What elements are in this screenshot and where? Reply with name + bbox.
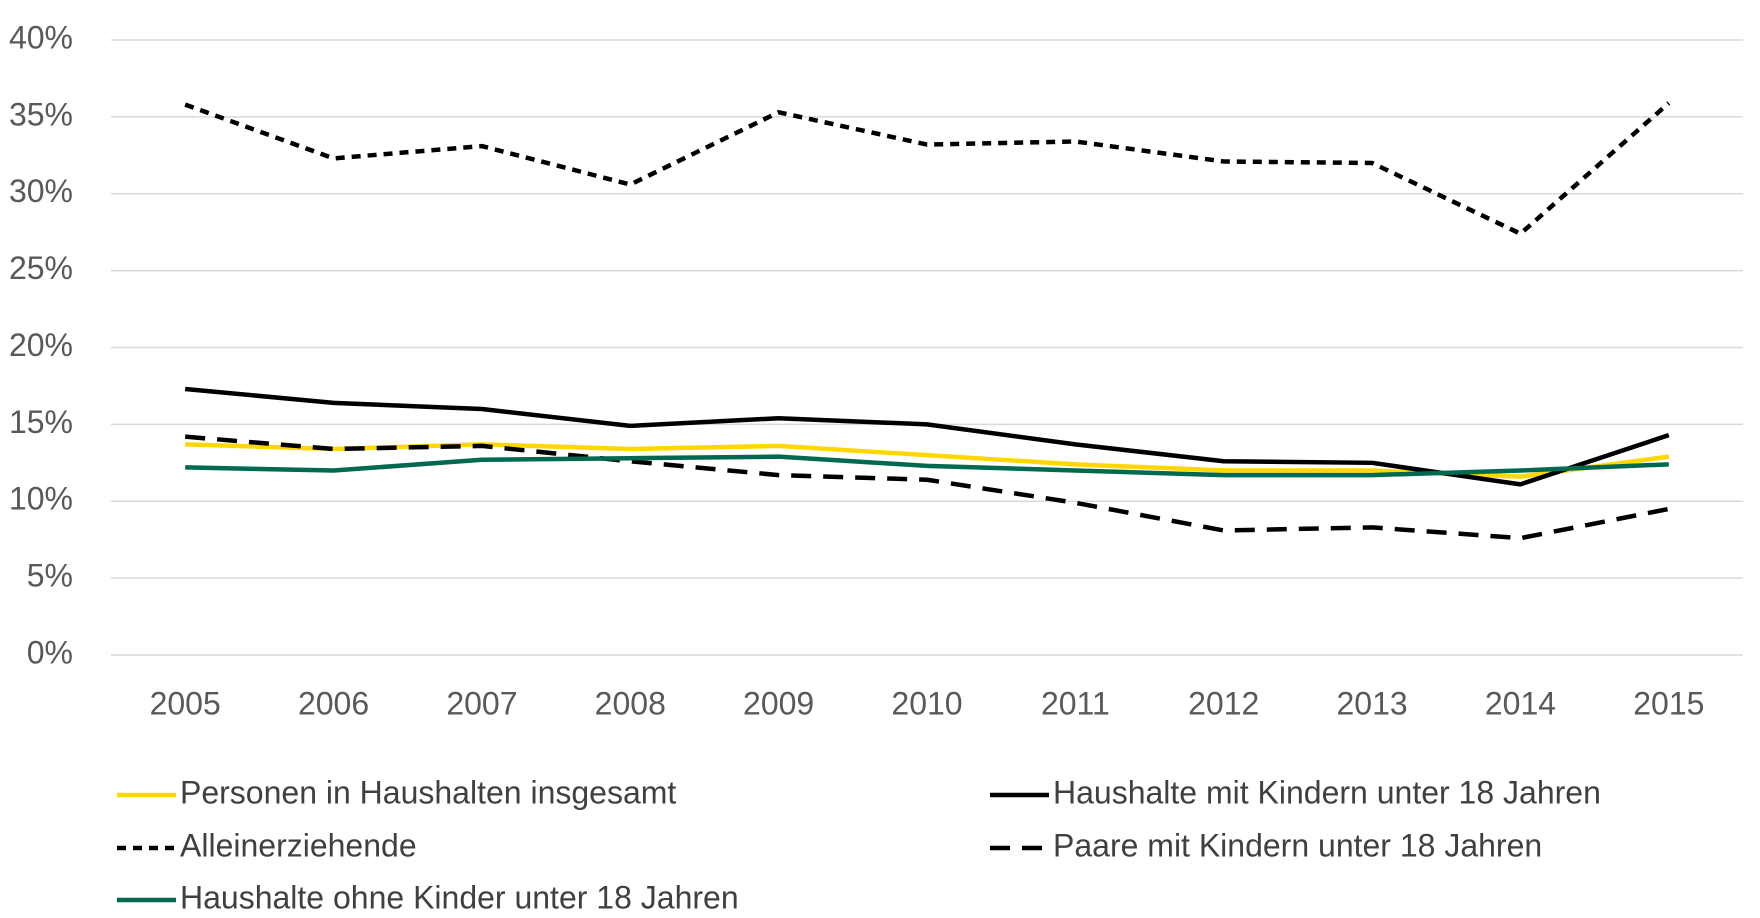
y-tick-label: 40% xyxy=(9,19,73,55)
x-tick-label: 2012 xyxy=(1188,685,1259,721)
x-tick-label: 2014 xyxy=(1485,685,1556,721)
legend-label: Haushalte ohne Kinder unter 18 Jahren xyxy=(180,879,739,915)
y-tick-label: 30% xyxy=(9,173,73,209)
x-tick-label: 2006 xyxy=(298,685,369,721)
y-tick-label: 35% xyxy=(9,96,73,132)
series-line xyxy=(184,101,1671,236)
y-tick-label: 20% xyxy=(9,327,73,363)
x-tick-label: 2013 xyxy=(1336,685,1407,721)
series-line xyxy=(184,386,1670,487)
legend-label: Haushalte mit Kindern unter 18 Jahren xyxy=(1053,774,1601,810)
legend-label: Alleinerziehende xyxy=(180,827,417,863)
y-tick-label: 25% xyxy=(9,250,73,286)
x-tick-label: 2010 xyxy=(891,685,962,721)
x-tick-label: 2008 xyxy=(595,685,666,721)
x-tick-label: 2011 xyxy=(1041,685,1110,721)
y-tick-label: 10% xyxy=(9,481,73,517)
x-tick-label: 2015 xyxy=(1633,685,1704,721)
legend-label: Personen in Haushalten insgesamt xyxy=(180,774,676,810)
x-tick-label: 2009 xyxy=(743,685,814,721)
x-tick-label: 2005 xyxy=(150,685,221,721)
y-tick-label: 0% xyxy=(27,634,73,670)
x-tick-label: 2007 xyxy=(446,685,517,721)
y-tick-label: 5% xyxy=(27,558,73,594)
series-line xyxy=(184,434,1670,541)
y-tick-label: 15% xyxy=(9,404,73,440)
series-line xyxy=(185,454,1669,478)
legend-label: Paare mit Kindern unter 18 Jahren xyxy=(1053,827,1542,863)
